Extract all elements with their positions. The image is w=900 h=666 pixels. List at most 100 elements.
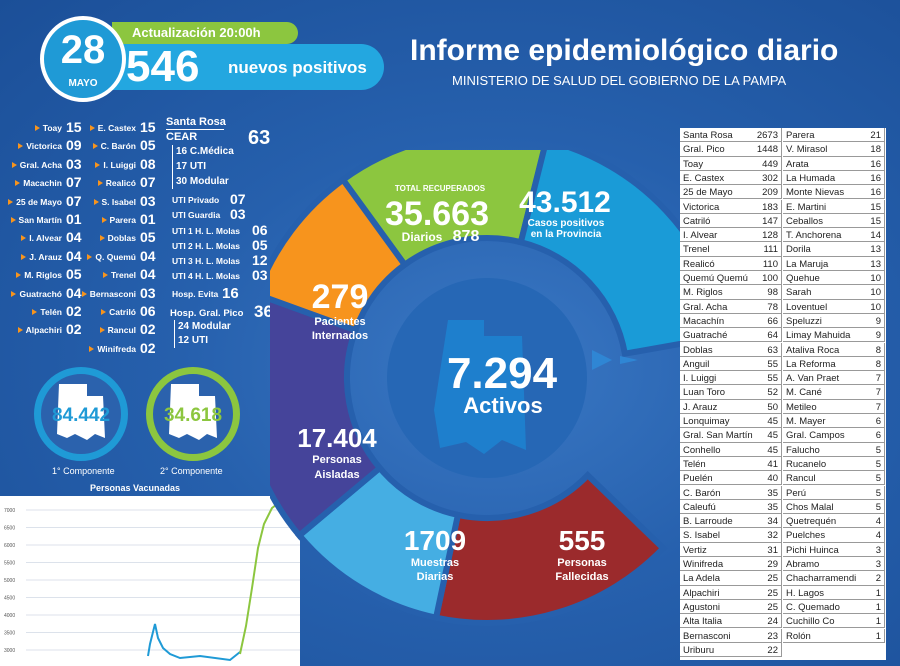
table-locality: Santa Rosa: [683, 130, 733, 141]
table-locality: Conhello: [683, 444, 721, 456]
table-count: 16: [870, 158, 881, 170]
table-locality: Metileo: [786, 401, 817, 413]
locality-count: 15: [140, 119, 156, 135]
table-row: Uriburu 22: [680, 642, 782, 658]
table-locality: Puelén: [683, 473, 713, 485]
table-count: 209: [762, 187, 778, 199]
arrow-icon: [93, 198, 99, 205]
locality-row: Alpachiri: [0, 322, 62, 336]
uti-privado-num: 07: [230, 191, 246, 207]
table-row: Quehue 10: [783, 271, 885, 286]
locality-count: 03: [140, 284, 156, 301]
table-row: La Humada 16: [783, 170, 885, 186]
table-row: Gral. Campos 6: [783, 428, 885, 443]
deaths-label-1: Personas: [557, 557, 607, 569]
table-count: 111: [763, 244, 778, 256]
table-locality: B. Larroude: [683, 516, 733, 528]
date-day: 28: [60, 28, 106, 72]
table-count: 40: [767, 473, 778, 485]
locality-count: 04: [66, 247, 82, 264]
hlm-num: 06: [252, 222, 268, 238]
arrow-icon: [21, 253, 27, 260]
deaths-label-2: Fallecidas: [555, 571, 608, 583]
table-locality: H. Lagos: [786, 587, 825, 599]
hospital-list: Santa Rosa CEAR 63 16 C.Médica 17 UTI 30…: [166, 116, 278, 348]
table-locality: Gral. Pico: [683, 144, 725, 156]
table-row: La Adela 25: [680, 571, 782, 586]
table-row: J. Arauz 50: [680, 399, 782, 414]
table-row: Limay Mahuida 9: [783, 328, 885, 343]
locality-count: 05: [140, 137, 156, 154]
segment-isolated: [270, 295, 384, 540]
table-locality: E. Martini: [786, 201, 827, 213]
pico-num: 36: [254, 302, 273, 321]
table-locality: Falucho: [786, 444, 820, 456]
table-locality: Vertiz: [683, 544, 707, 556]
isolated-value: 17.404: [297, 423, 377, 453]
table-count: 3: [875, 559, 881, 570]
table-row: Trenel 111: [680, 242, 782, 257]
chart-y-tick: 4000: [4, 613, 15, 619]
table-count: 35: [767, 487, 778, 499]
locality-name: I. Luiggi: [103, 159, 136, 170]
locality-row: S. Isabel: [92, 194, 136, 208]
localities-table: Santa Rosa 2673 Gral. Pico 1448 Toay 449 E. Ca…: [680, 128, 886, 660]
table-row: T. Anchorena 14: [783, 228, 885, 243]
arrow-icon: [18, 143, 24, 150]
locality-row: Catriló: [92, 304, 136, 318]
chart-background: [0, 496, 300, 666]
table-row: Puelén 40: [680, 471, 782, 486]
table-locality: Puelches: [786, 530, 826, 542]
chart-y-tick: 3500: [4, 631, 15, 637]
uti-num: 17: [176, 161, 188, 172]
table-count: 302: [762, 172, 778, 184]
table-locality: S. Isabel: [683, 530, 720, 542]
segment-recovered: [338, 150, 547, 269]
table-count: 21: [870, 130, 881, 141]
hosp-santa-rosa: Santa Rosa: [166, 116, 226, 128]
table-count: 15: [870, 201, 881, 213]
locality-name: Trenel: [110, 270, 136, 281]
locality-count: 03: [140, 192, 156, 209]
table-locality: I. Alvear: [683, 230, 718, 242]
table-locality: Quetrequén: [786, 516, 837, 528]
table-locality: La Maruja: [786, 258, 829, 270]
table-row: Speluzzi 9: [783, 313, 885, 329]
table-locality: A. Van Praet: [786, 373, 840, 385]
vaccine-caption: Personas Vacunadas: [90, 483, 181, 493]
table-count: 7: [875, 373, 881, 385]
table-locality: Realicó: [683, 258, 715, 270]
locality-count: 07: [66, 174, 82, 191]
locality-name: M. Riglos: [24, 270, 62, 281]
hosp-bracket: [172, 145, 173, 189]
table-locality: Gral. Acha: [683, 301, 728, 313]
locality-count: 02: [66, 303, 82, 319]
new-positives-count: 546: [126, 42, 200, 91]
table-locality: Catriló: [683, 215, 711, 227]
modular-label: Modular: [189, 176, 229, 187]
table-count: 3: [875, 544, 881, 556]
table-locality: Parera: [786, 130, 815, 141]
table-count: 34: [767, 516, 778, 528]
evita-label: Hosp. Evita: [172, 289, 219, 299]
vaccine-first-ring: 84.442: [34, 367, 128, 461]
table-locality: Rolón: [786, 630, 811, 642]
table-count: 29: [767, 559, 778, 570]
locality-count: 02: [66, 321, 82, 338]
cases-label-1: Casos positivos: [528, 218, 605, 229]
table-row: Realicó 110: [680, 256, 782, 271]
table-row: Puelches 4: [783, 528, 885, 543]
table-row: Perú 5: [783, 485, 885, 500]
locality-row: Winifreda: [89, 341, 136, 355]
pico-uti-num: 12: [178, 335, 190, 346]
cmedica-num: 16: [176, 146, 188, 157]
locality-row: San Martín: [0, 212, 62, 226]
table-locality: M. Mayer: [786, 416, 826, 427]
locality-row: Doblas: [92, 230, 136, 244]
new-positives-label: nuevos positivos: [228, 58, 367, 77]
table-row: Guatraché 64: [680, 328, 782, 343]
uti-guardia-num: 03: [230, 206, 246, 222]
table-count: 183: [762, 201, 778, 213]
locality-count: 04: [140, 266, 156, 283]
table-locality: Doblas: [683, 344, 713, 356]
